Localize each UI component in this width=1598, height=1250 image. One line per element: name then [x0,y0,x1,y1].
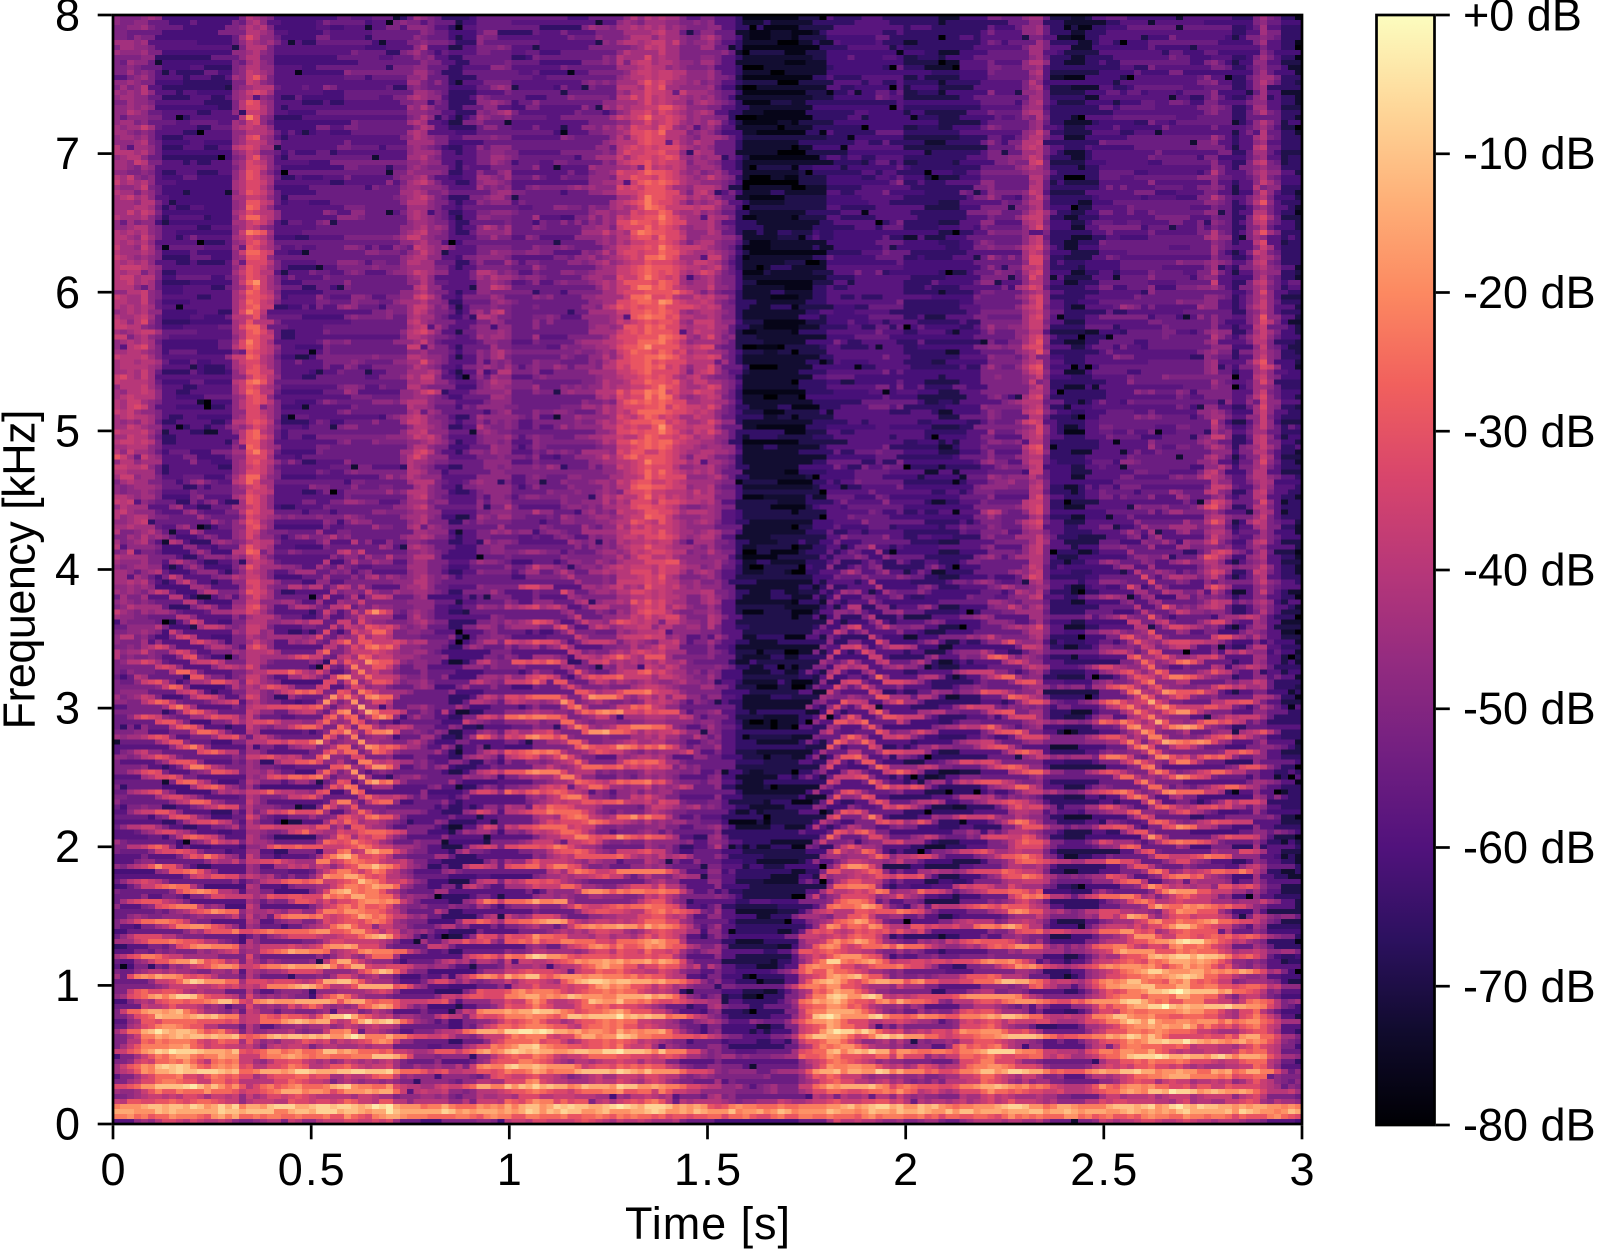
svg-text:0: 0 [55,1099,80,1150]
svg-text:2.5: 2.5 [1070,1144,1137,1195]
svg-text:3: 3 [1289,1144,1314,1195]
svg-text:Frequency [kHz]: Frequency [kHz] [0,410,45,730]
svg-text:0.5: 0.5 [278,1144,345,1195]
svg-text:1.5: 1.5 [674,1144,741,1195]
svg-text:+0 dB: +0 dB [1463,0,1582,41]
svg-text:8: 8 [55,0,80,41]
svg-text:5: 5 [55,405,80,456]
svg-text:3: 3 [55,683,80,734]
svg-text:2: 2 [893,1144,918,1195]
svg-text:-40 dB: -40 dB [1463,545,1596,596]
svg-text:Time [s]: Time [s] [625,1198,790,1249]
svg-text:-10 dB: -10 dB [1463,128,1596,179]
svg-text:6: 6 [55,267,80,318]
svg-text:-70 dB: -70 dB [1463,961,1596,1012]
svg-text:0: 0 [100,1144,125,1195]
svg-text:-60 dB: -60 dB [1463,822,1596,873]
svg-text:4: 4 [55,544,80,595]
svg-text:-20 dB: -20 dB [1463,267,1596,318]
svg-text:2: 2 [55,821,80,872]
svg-text:-80 dB: -80 dB [1463,1100,1596,1151]
svg-text:1: 1 [55,960,80,1011]
svg-text:-50 dB: -50 dB [1463,683,1596,734]
svg-text:7: 7 [55,128,80,179]
svg-text:-30 dB: -30 dB [1463,406,1596,457]
svg-text:1: 1 [497,1144,522,1195]
